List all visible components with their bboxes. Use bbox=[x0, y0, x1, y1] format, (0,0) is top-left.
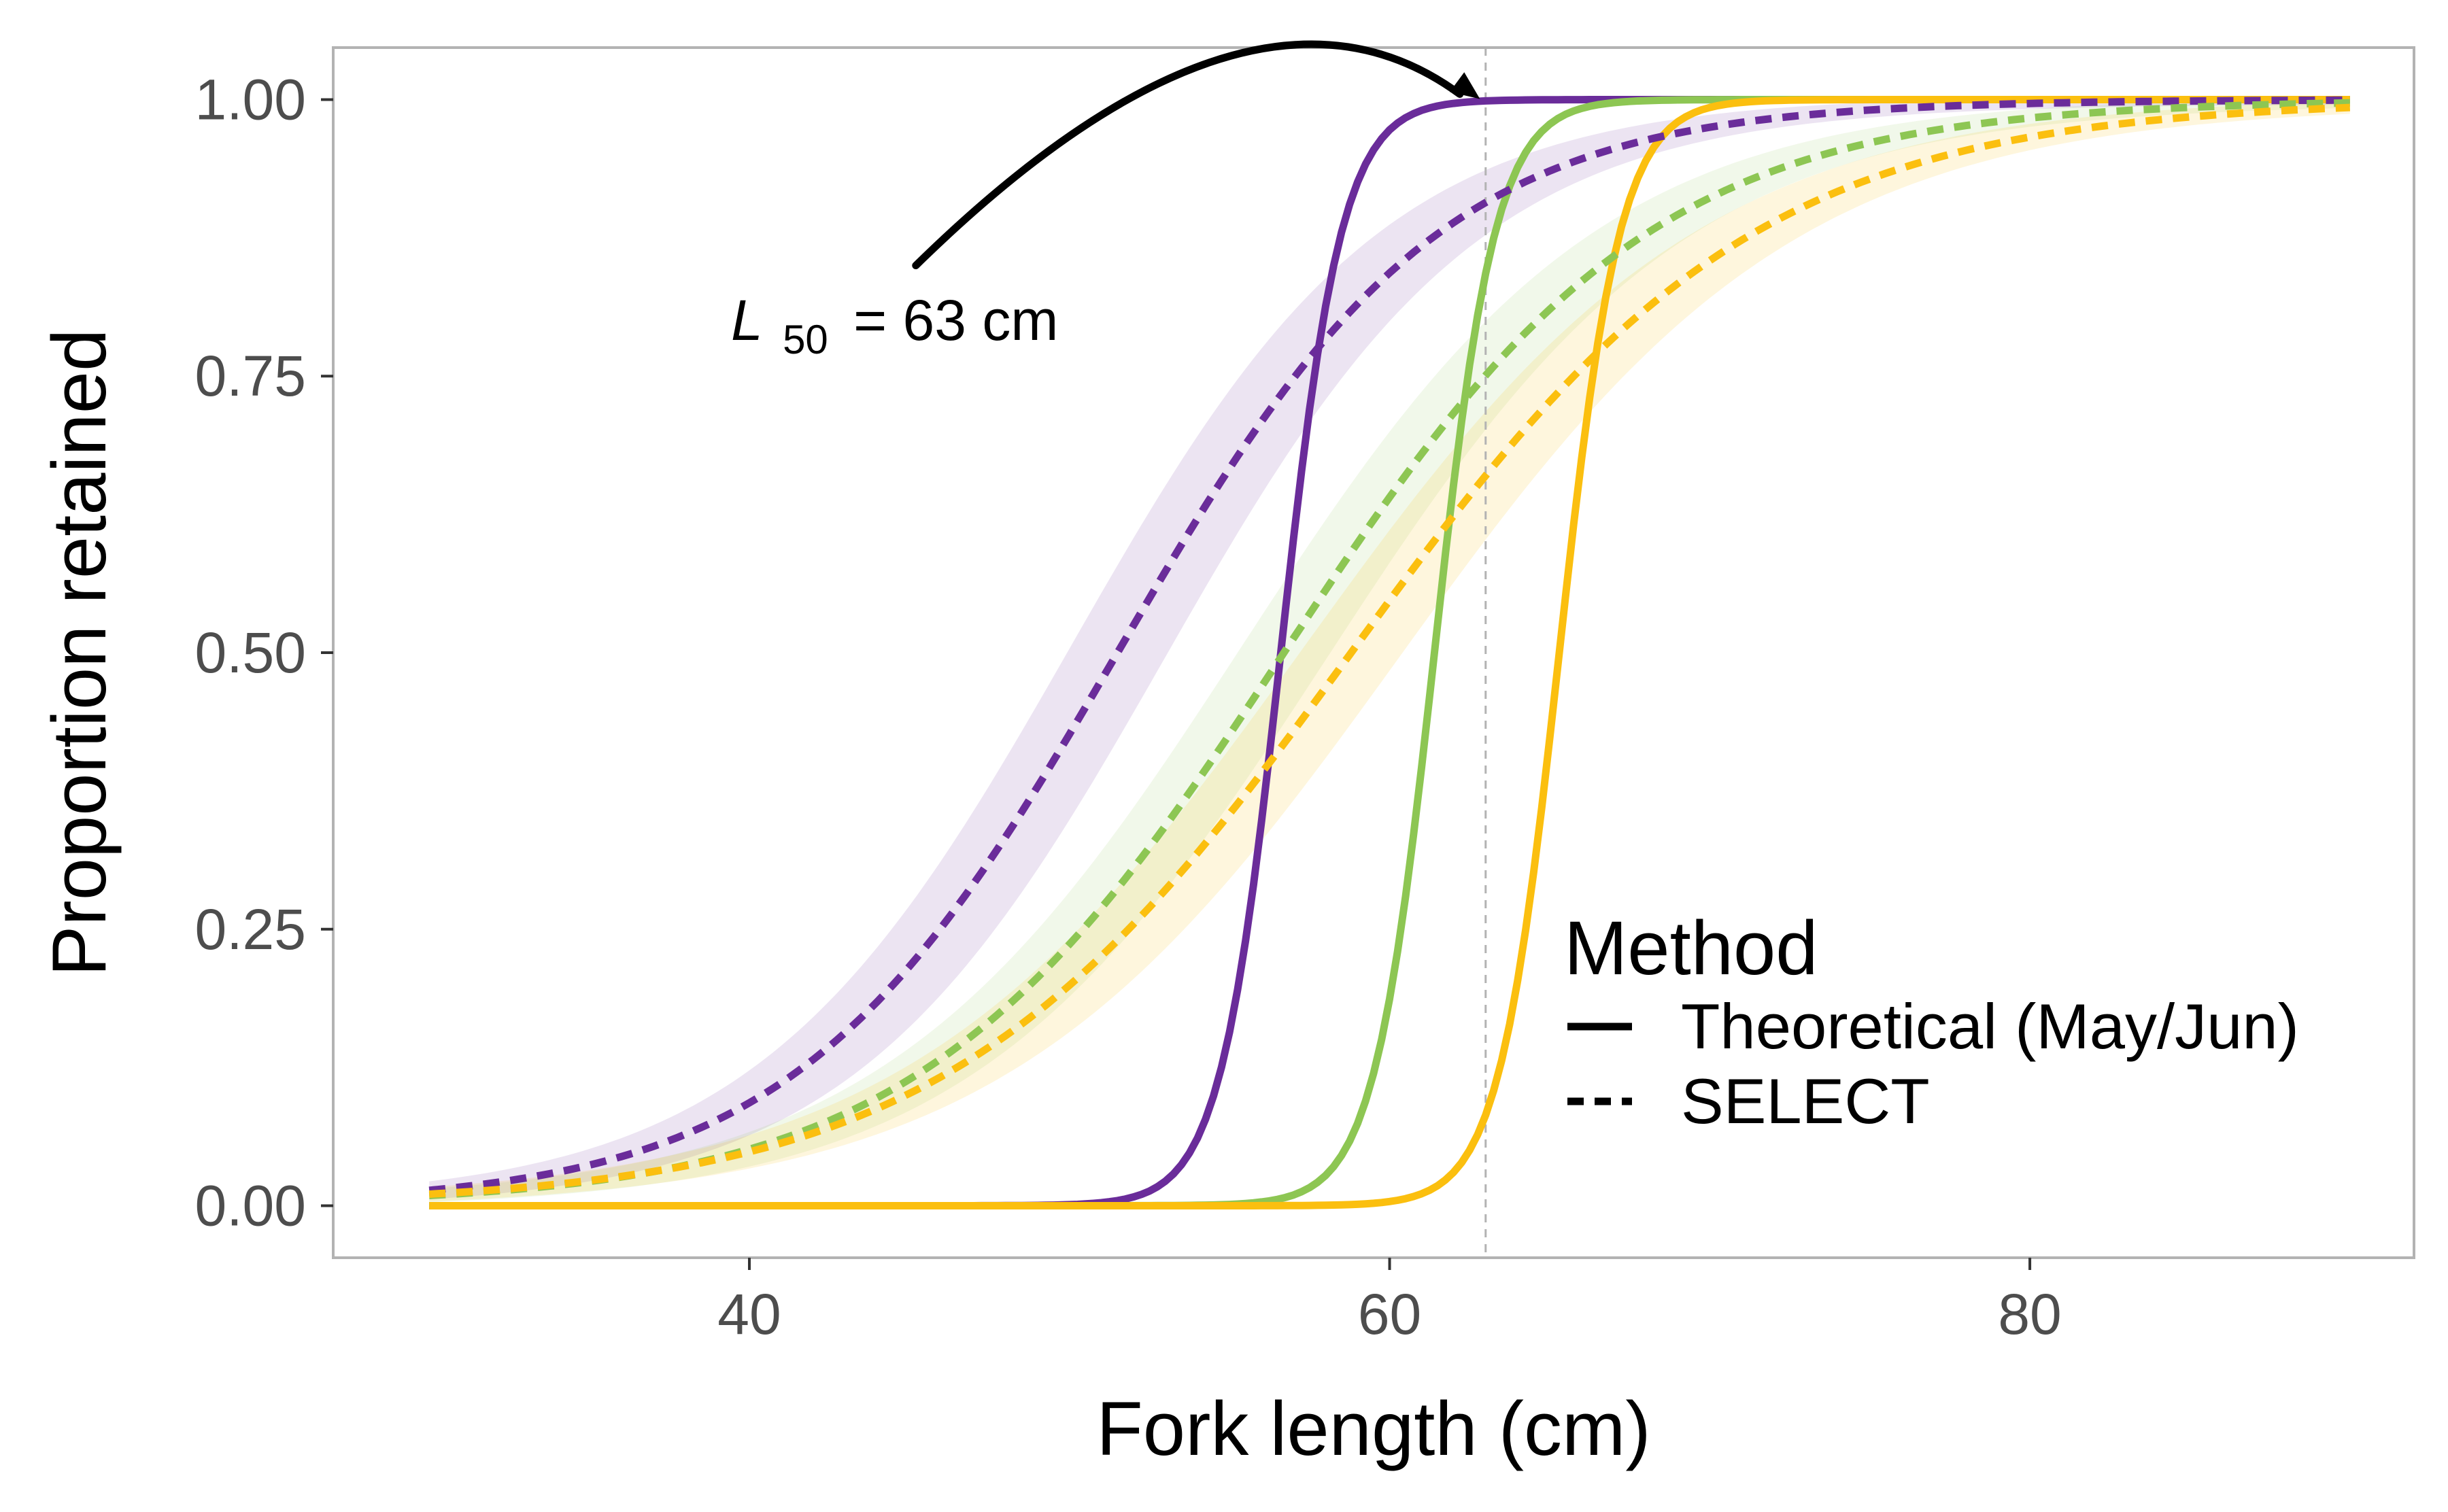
confidence-band-3 bbox=[429, 99, 2350, 1199]
legend-title: Method bbox=[1564, 906, 1818, 991]
annotation-label-rest: = 63 cm bbox=[853, 288, 1058, 352]
legend-label-select: SELECT bbox=[1681, 1065, 1930, 1137]
legend: Method Theoretical (May/Jun) SELECT bbox=[1564, 906, 2299, 1137]
legend-label-theoretical: Theoretical (May/Jun) bbox=[1681, 991, 2299, 1062]
annotation-arrow bbox=[912, 40, 1464, 270]
y-tick-label: 1.00 bbox=[195, 67, 307, 131]
theoretical-curve-2 bbox=[429, 96, 2350, 1209]
annotation: L 50 = 63 cm bbox=[731, 40, 1480, 366]
x-tick-label: 60 bbox=[1358, 1282, 1421, 1346]
confidence-band-5 bbox=[429, 101, 2350, 1202]
y-axis-ticks: 0.00 0.25 0.50 0.75 1.00 bbox=[195, 67, 333, 1238]
select-curve-3 bbox=[428, 96, 2350, 1195]
y-axis-title: Proportion retained bbox=[37, 329, 122, 977]
annotation-label: L 50 = 63 cm bbox=[731, 288, 1058, 366]
y-tick-label: 0.25 bbox=[195, 897, 307, 961]
annotation-label-l: L bbox=[731, 288, 763, 352]
confidence-bands bbox=[429, 99, 2350, 1203]
x-axis-ticks: 40 60 80 bbox=[717, 1258, 2062, 1346]
y-tick-label: 0.00 bbox=[195, 1174, 307, 1238]
annotation-label-sub: 50 bbox=[783, 317, 828, 362]
y-tick-label: 0.75 bbox=[195, 344, 307, 408]
x-tick-label: 40 bbox=[717, 1282, 781, 1346]
select-curve-4 bbox=[428, 99, 2350, 1199]
annotation-arrowhead bbox=[1449, 72, 1480, 99]
y-tick-label: 0.50 bbox=[195, 621, 307, 685]
curve-lines bbox=[428, 96, 2351, 1209]
x-axis-title: Fork length (cm) bbox=[1096, 1386, 1650, 1471]
x-tick-label: 80 bbox=[1998, 1282, 2061, 1346]
